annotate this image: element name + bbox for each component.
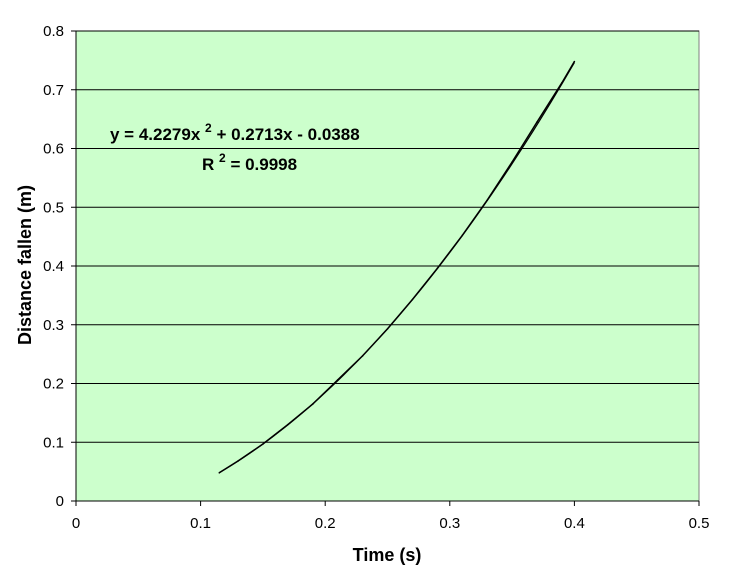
y-tick-label: 0.4 (43, 258, 64, 275)
y-tick-label: 0 (56, 493, 64, 510)
gridlines (76, 30, 699, 443)
x-tick-label: 0.3 (439, 515, 460, 532)
y-tick-label: 0.7 (43, 82, 64, 99)
trendline-equation: y = 4.2279x 2 + 0.2713x - 0.0388 (110, 117, 360, 144)
equation-suffix: + 0.2713x - 0.0388 (216, 125, 359, 144)
y-tick-label: 0.8 (43, 23, 64, 40)
r2-suffix: = 0.9998 (230, 155, 297, 174)
x-tick-label: 0.2 (315, 515, 336, 532)
y-tick-label: 0.5 (43, 199, 64, 216)
x-axis-title: Time (s) (353, 545, 422, 565)
equation-superscript: 2 (205, 121, 212, 135)
axes (71, 30, 700, 506)
y-tick-label: 0.1 (43, 434, 64, 451)
x-tick-label: 0.4 (564, 515, 585, 532)
r2-superscript: 2 (219, 151, 226, 165)
tick-labels: 0 0.1 0.2 0.3 0.4 0.5 0.6 0.7 0.8 0 0.1 0.2 0.3 0.4 0.… (43, 23, 709, 532)
x-tick-label: 0 (72, 515, 80, 532)
x-tick-label: 0.5 (689, 515, 710, 532)
data-point (536, 121, 538, 123)
data-point (573, 60, 576, 63)
trendline (218, 62, 575, 474)
r2-prefix: R (202, 155, 214, 174)
data-series-layer (218, 60, 576, 474)
y-tick-label: 0.2 (43, 376, 64, 393)
equation-prefix: y = 4.2279x (110, 125, 201, 144)
r-squared-label: R 2 = 0.9998 (202, 147, 297, 174)
y-tick-label: 0.6 (43, 141, 64, 158)
y-axis-title: Distance fallen (m) (15, 185, 35, 345)
y-tick-label: 0.3 (43, 317, 64, 334)
x-tick-label: 0.1 (190, 515, 211, 532)
